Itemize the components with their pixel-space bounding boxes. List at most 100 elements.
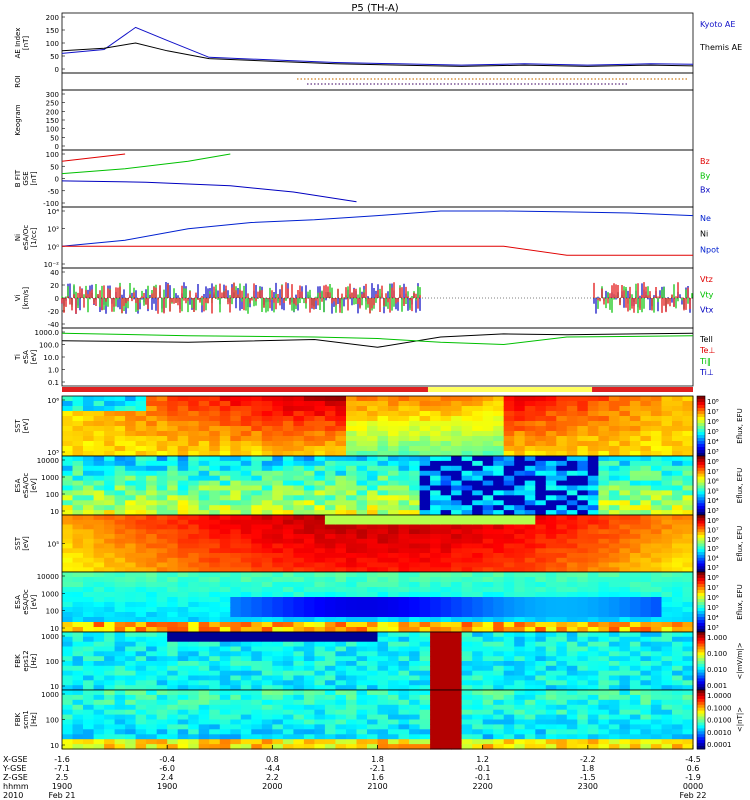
spectrogram-cell: [230, 694, 242, 701]
spectrogram-cell: [682, 694, 694, 701]
spectrogram-cell: [188, 465, 200, 472]
spectrogram-cell: [451, 690, 463, 696]
spectrogram-cell: [177, 597, 189, 603]
spectrogram-cell: [293, 456, 305, 462]
spectrogram-cell: [314, 515, 326, 521]
spectrogram-cell: [650, 734, 662, 740]
spectrogram-cell: [514, 582, 526, 588]
spectrogram-cell: [451, 510, 463, 516]
spectrogram-cell: [219, 641, 231, 648]
spectrogram-cell: [146, 553, 158, 559]
spectrogram-cell: [177, 690, 189, 696]
spectrogram-cell: [577, 651, 589, 657]
y-axis-label: [1/cc]: [30, 227, 38, 247]
spectrogram-cell: [93, 729, 105, 735]
spectrogram-cell: [556, 704, 568, 711]
x-tick-label: 2000: [262, 782, 282, 791]
spectrogram-cell: [346, 729, 358, 735]
spectrogram-cell: [577, 627, 589, 633]
x-tick-label: 1900: [52, 782, 72, 791]
spectrogram-cell: [503, 401, 515, 407]
spectrogram-cell: [566, 475, 578, 482]
spectrogram-cell: [240, 714, 252, 721]
spectrogram-cell: [556, 587, 568, 593]
spectrogram-cell: [324, 401, 336, 407]
spectrogram-cell: [514, 406, 526, 412]
spectrogram-cell: [672, 446, 684, 452]
spectrogram-cell: [346, 714, 358, 721]
spectrogram-cell: [240, 543, 252, 549]
spectrogram-cell: [209, 460, 221, 467]
spectrogram-cell: [598, 577, 610, 583]
spectrogram-cell: [524, 524, 536, 530]
spectrogram-cell: [461, 441, 473, 447]
spectrogram-cell: [587, 515, 599, 521]
spectrogram-cell: [146, 612, 158, 618]
spectrogram-cell: [608, 431, 620, 437]
spectrogram-cell: [493, 724, 505, 730]
spectrogram-cell: [629, 694, 641, 701]
spectrogram-cell: [62, 451, 74, 457]
y-tick-label: 300: [46, 91, 59, 99]
spectrogram-cell: [135, 612, 147, 618]
colorbar-segment: [697, 456, 705, 460]
spectrogram-cell: [577, 636, 589, 643]
colorbar-segment: [697, 500, 705, 504]
spectrogram-cell: [356, 396, 368, 402]
spectrogram-cell: [282, 612, 294, 618]
spectrogram-cell: [209, 739, 221, 745]
spectrogram-cell: [430, 675, 442, 681]
spectrogram-cell: [419, 534, 431, 540]
spectrogram-cell: [461, 505, 473, 511]
spectrogram-cell: [156, 729, 168, 735]
spectrogram-cell: [114, 582, 126, 588]
spectrogram-cell: [503, 515, 515, 521]
spectrogram-cell: [409, 665, 421, 672]
spectrogram-cell: [514, 670, 526, 677]
spectrogram-cell: [482, 401, 494, 407]
spectrogram-cell: [261, 670, 273, 677]
spectrogram-cell: [682, 416, 694, 422]
spectrogram-cell: [482, 505, 494, 511]
spectrogram-cell: [650, 685, 662, 691]
spectrogram-cell: [398, 401, 410, 407]
spectrogram-cell: [514, 524, 526, 530]
colorbar-segment: [697, 687, 705, 691]
spectrogram-cell: [177, 470, 189, 477]
spectrogram-cell: [430, 515, 442, 521]
spectrogram-cell: [461, 470, 473, 477]
spectrogram-cell: [177, 567, 189, 573]
spectrogram-cell: [388, 739, 400, 745]
spectrogram-cell: [324, 602, 336, 608]
spectrogram-cell: [598, 510, 610, 516]
spectrogram-cell: [177, 510, 189, 516]
spectrogram-cell: [577, 690, 589, 696]
spectrogram-cell: [440, 719, 452, 725]
spectrogram-cell: [577, 646, 589, 652]
spectrogram-cell: [198, 661, 210, 667]
spectrogram-cell: [419, 665, 431, 672]
spectrogram-cell: [367, 557, 379, 564]
spectrogram-cell: [314, 446, 326, 452]
spectrogram-cell: [72, 426, 84, 432]
spectrogram-cell: [493, 617, 505, 623]
spectrogram-cell: [356, 582, 368, 588]
spectrogram-cell: [419, 510, 431, 516]
spectrogram-cell: [282, 548, 294, 554]
spectrogram-cell: [114, 646, 126, 652]
spectrogram-cell: [619, 704, 631, 711]
spectrogram-cell: [493, 734, 505, 740]
spectrogram-cell: [640, 724, 652, 730]
spectrogram-cell: [367, 704, 379, 711]
spectrogram-cell: [293, 426, 305, 432]
spectrogram-cell: [461, 694, 473, 701]
spectrogram-cell: [272, 597, 284, 603]
spectrogram-cell: [303, 699, 315, 706]
spectrogram-cell: [503, 577, 515, 583]
spectrogram-cell: [198, 685, 210, 691]
spectrogram-cell: [272, 446, 284, 452]
spectrogram-cell: [419, 724, 431, 730]
spectrogram-cell: [303, 744, 315, 750]
spectrogram-cell: [324, 636, 336, 643]
spectrogram-cell: [83, 436, 95, 442]
